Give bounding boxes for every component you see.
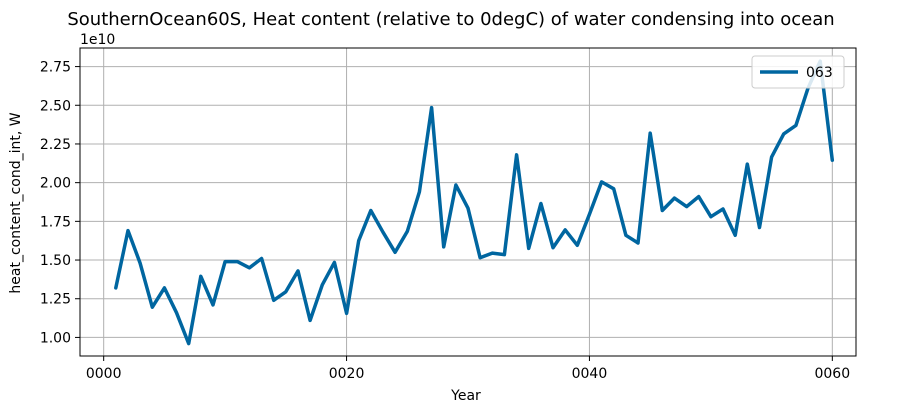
y-tick-label: 2.25 bbox=[40, 137, 71, 153]
y-tick-label: 1.50 bbox=[40, 253, 71, 269]
y-axis-label: heat_content_cond_int, W bbox=[8, 112, 24, 293]
x-tick-label: 0000 bbox=[86, 366, 122, 382]
plot-area bbox=[114, 59, 835, 346]
axis-ticks: 0000 0020 0040 0060 1.00 1.25 1.50 1.75 2.00 2.25… bbox=[40, 60, 850, 382]
y-tick-label: 2.75 bbox=[40, 60, 71, 76]
y-tick-label: 1.75 bbox=[40, 214, 71, 230]
x-tick-label: 0040 bbox=[572, 366, 608, 382]
y-axis-offset-label: 1e10 bbox=[80, 32, 115, 48]
y-tick-label: 1.00 bbox=[40, 330, 71, 346]
x-axis-label: Year bbox=[450, 388, 481, 404]
plot-frame bbox=[79, 47, 857, 357]
x-tick-label: 0020 bbox=[329, 366, 365, 382]
chart-title: SouthernOcean60S, Heat content (relative… bbox=[67, 9, 834, 30]
legend-label-063: 063 bbox=[806, 65, 833, 81]
legend: 063 bbox=[751, 55, 845, 89]
y-tick-label: 2.50 bbox=[40, 98, 71, 114]
y-tick-label: 1.25 bbox=[40, 292, 71, 308]
series-line-063 bbox=[114, 59, 835, 346]
y-tick-label: 2.00 bbox=[40, 176, 71, 192]
x-tick-label: 0060 bbox=[814, 366, 850, 382]
